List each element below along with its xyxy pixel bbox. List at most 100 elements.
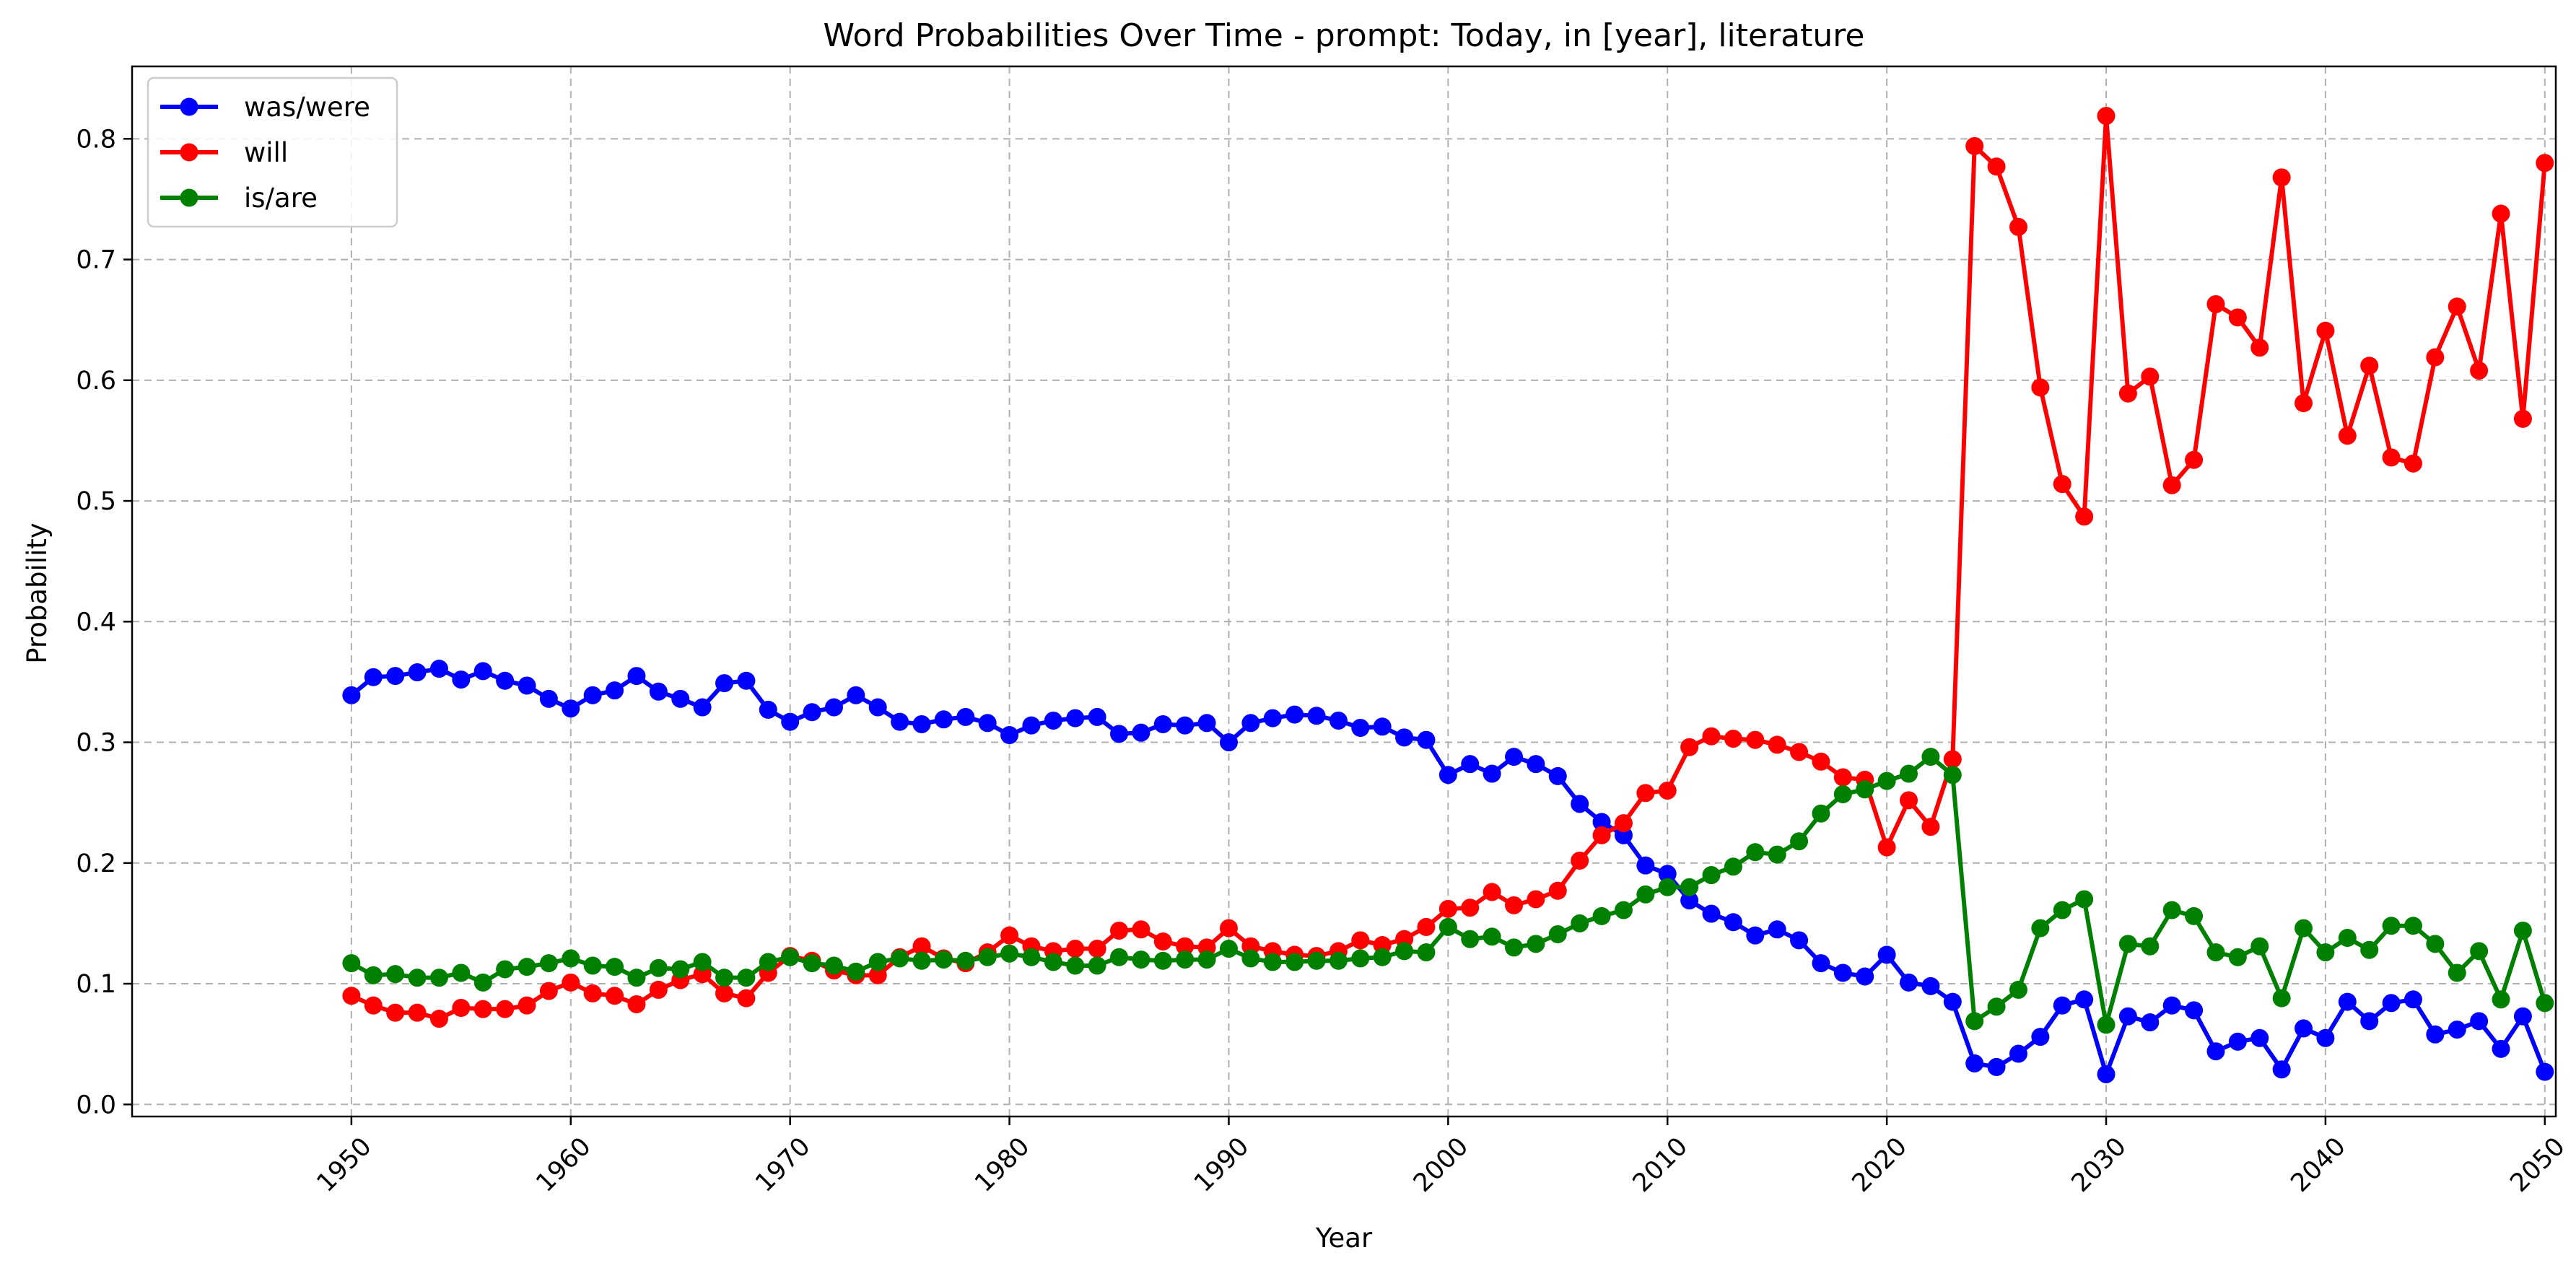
data-point-is-are [715, 969, 734, 987]
data-point-will [2228, 308, 2247, 327]
x-axis-label: Year [1315, 1223, 1373, 1254]
data-point-will [1636, 784, 1655, 803]
data-point-will [2295, 394, 2313, 413]
data-point-is-are [1263, 953, 1282, 971]
data-point-will [2162, 476, 2181, 494]
data-point-will [1833, 768, 1852, 787]
data-point-was-were [2513, 1007, 2532, 1026]
data-point-was-were [1417, 730, 1436, 749]
data-point-was-were [1395, 728, 1414, 747]
data-point-is-are [627, 969, 646, 987]
data-point-is-are [1724, 857, 1742, 876]
data-point-will [1548, 881, 1567, 900]
data-point-will [868, 966, 887, 984]
data-point-will [364, 996, 383, 1015]
data-point-was-were [386, 667, 405, 686]
data-point-is-are [2338, 928, 2357, 947]
data-point-was-were [1505, 748, 1524, 766]
data-point-will [1614, 814, 1633, 833]
data-point-is-are [606, 958, 624, 976]
data-point-will [1921, 818, 1940, 836]
data-point-will [2426, 348, 2445, 367]
data-point-was-were [583, 686, 602, 704]
data-point-is-are [649, 958, 668, 977]
data-point-was-were [2228, 1032, 2247, 1051]
data-point-will [1680, 738, 1699, 756]
data-point-was-were [1132, 723, 1151, 742]
data-point-is-are [671, 960, 690, 979]
data-point-was-were [2009, 1044, 2027, 1063]
data-point-is-are [1812, 804, 1830, 823]
data-point-was-were [2316, 1028, 2335, 1047]
data-point-is-are [956, 951, 975, 970]
data-point-is-are [912, 951, 931, 970]
data-point-was-were [671, 689, 690, 708]
data-point-was-were [606, 681, 624, 700]
data-point-is-are [781, 948, 800, 966]
data-point-is-are [2492, 990, 2510, 1009]
y-tick-label: 0.4 [76, 608, 116, 637]
data-point-is-are [1505, 938, 1524, 957]
data-point-is-are [1900, 764, 1918, 783]
data-point-is-are [429, 969, 448, 987]
data-point-will [1768, 735, 1786, 754]
data-point-was-were [1000, 726, 1019, 745]
data-point-is-are [386, 965, 405, 984]
data-point-is-are [1614, 901, 1633, 919]
plot-frame [131, 65, 2557, 1118]
data-point-is-are [737, 969, 756, 987]
data-point-was-were [2338, 992, 2357, 1011]
data-point-was-were [1548, 766, 1567, 785]
data-point-will [2185, 450, 2204, 469]
data-point-was-were [2295, 1019, 2313, 1038]
data-point-will [1461, 899, 1480, 917]
data-point-is-are [2448, 963, 2466, 982]
data-point-is-are [1943, 766, 1962, 785]
data-point-was-were [1768, 920, 1786, 939]
data-point-was-were [2185, 1001, 2204, 1020]
data-point-will [1812, 752, 1830, 771]
data-point-was-were [693, 698, 712, 717]
data-point-will [342, 987, 361, 1005]
data-point-will [2118, 384, 2137, 403]
data-point-was-were [473, 662, 492, 681]
data-point-was-were [934, 710, 953, 729]
data-point-was-were [1219, 733, 1238, 752]
data-point-is-are [1066, 956, 1085, 975]
data-point-was-were [1812, 954, 1830, 973]
data-point-was-were [2141, 1013, 2160, 1032]
data-point-was-were [2162, 996, 2181, 1015]
data-point-is-are [847, 962, 865, 981]
data-point-will [1417, 917, 1436, 936]
data-point-was-were [1921, 976, 1940, 995]
data-point-will [2250, 338, 2269, 357]
series-layer [342, 107, 2554, 1083]
data-point-was-were [1285, 705, 1304, 724]
data-point-is-are [1176, 951, 1195, 969]
data-point-was-were [1527, 755, 1545, 774]
data-point-will [1877, 838, 1896, 857]
data-point-was-were [1153, 715, 1172, 733]
data-point-is-are [1373, 948, 1392, 966]
y-axis-label: Probability [22, 523, 53, 664]
data-point-was-were [1658, 865, 1677, 883]
data-point-will [496, 1000, 515, 1018]
data-point-will [408, 1003, 427, 1022]
data-point-was-were [408, 663, 427, 682]
data-point-is-are [473, 973, 492, 992]
data-point-was-were [824, 698, 843, 717]
data-point-was-were [2097, 1065, 2116, 1083]
data-point-will [2338, 427, 2357, 445]
data-point-was-were [1833, 963, 1852, 982]
legend-box [147, 77, 398, 228]
data-point-will [912, 937, 931, 956]
data-point-will [2492, 204, 2510, 223]
data-point-is-are [2228, 948, 2247, 966]
data-point-will [2536, 154, 2554, 172]
data-point-is-are [1790, 832, 1809, 851]
data-point-was-were [2448, 1021, 2466, 1039]
data-point-is-are [1768, 845, 1786, 864]
data-point-will [386, 1003, 405, 1022]
data-point-was-were [649, 682, 668, 701]
